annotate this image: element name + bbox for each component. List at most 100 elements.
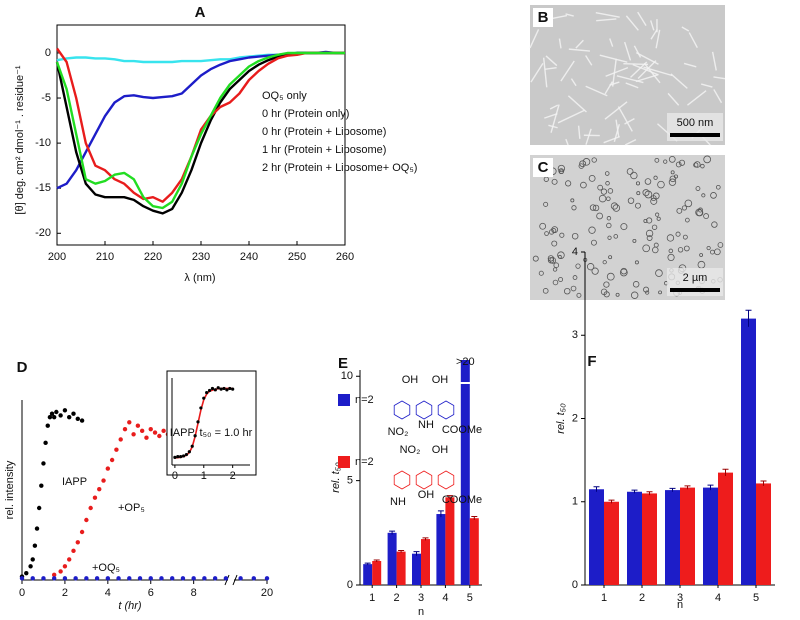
panel-label: F: [587, 353, 596, 370]
inset-point: [225, 388, 229, 392]
vesicle: [547, 257, 555, 264]
data-point: [79, 418, 85, 423]
fibril: [711, 51, 717, 71]
vesicle: [557, 254, 562, 259]
y-tick-label: -5: [41, 92, 51, 104]
data-point: [67, 557, 72, 562]
data-point: [36, 505, 42, 511]
vesicle: [643, 286, 650, 293]
data-point: [251, 576, 256, 581]
fibril: [625, 82, 639, 89]
fibril: [604, 81, 613, 95]
structure-label: OH: [418, 489, 435, 501]
data-point: [75, 416, 80, 422]
vesicle: [544, 231, 549, 236]
fibril: [585, 85, 608, 97]
x-tick-label: 2: [639, 592, 645, 604]
vesicle: [700, 163, 705, 169]
vesicle: [605, 181, 610, 186]
vesicle: [695, 186, 701, 191]
fibril: [655, 29, 661, 49]
legend-label: 0 hr (Protein only): [262, 108, 349, 120]
inset-point: [210, 386, 215, 391]
vesicle: [655, 212, 660, 217]
vesicle: [630, 171, 638, 180]
structure-label: NO₂: [388, 426, 409, 438]
vesicle: [571, 232, 579, 240]
scale-bar-label: 2 µm: [683, 272, 708, 284]
vesicle: [643, 218, 648, 224]
vesicle: [591, 267, 599, 275]
y-axis-label: rel. intensity: [4, 460, 16, 519]
fibril: [585, 55, 593, 66]
vesicle: [695, 208, 703, 217]
vesicle: [582, 158, 591, 166]
y-tick-label: 4: [572, 246, 578, 258]
vesicle: [683, 245, 690, 252]
vesicle: [678, 159, 686, 166]
fibril: [558, 38, 562, 49]
vesicle: [603, 281, 610, 288]
data-point: [54, 409, 59, 415]
inset-point: [181, 454, 186, 458]
vesicle: [645, 290, 650, 295]
bar-break: [459, 382, 471, 384]
fibril: [568, 48, 591, 52]
bar: [436, 514, 446, 585]
vesicle: [715, 184, 721, 190]
fibril: [624, 139, 637, 146]
bars: [363, 360, 479, 585]
x-tick-label: 4: [715, 592, 721, 604]
x-tick-label: 2: [62, 587, 68, 599]
vesicle: [552, 267, 558, 272]
fibril: [542, 57, 548, 88]
vesicle: [598, 194, 607, 203]
legend-label: 2 hr (Protein + Liposome+ OQ₅): [262, 162, 417, 174]
error-bar: [364, 562, 371, 566]
bar: [703, 487, 718, 585]
error-bar: [373, 559, 380, 563]
x-tick-label: 2: [394, 592, 400, 604]
y-tick-label: -20: [35, 227, 51, 239]
y-tick-label: 3: [572, 329, 578, 341]
bar: [718, 472, 733, 585]
vesicle: [710, 192, 717, 199]
vesicle: [604, 171, 610, 176]
data-point: [19, 576, 25, 581]
vesicle: [572, 275, 578, 280]
panel-label: D: [17, 359, 28, 376]
vesicle: [602, 260, 607, 265]
inset-point: [216, 386, 220, 390]
fibril: [604, 101, 628, 120]
vesicle: [578, 163, 585, 169]
vesicle: [551, 240, 558, 247]
vesicle: [681, 205, 688, 211]
data-point: [137, 576, 143, 581]
x-tick-label: 5: [753, 592, 759, 604]
data-point: [264, 576, 270, 581]
x-tick-label: 3: [677, 592, 683, 604]
legend-label: n=2: [355, 456, 374, 468]
y-axis-label: rel. t₅₀: [555, 403, 567, 434]
data-point: [148, 576, 153, 581]
structure-ring: [415, 400, 433, 420]
bar: [604, 501, 619, 585]
x-tick-label: 6: [148, 587, 154, 599]
fibril: [616, 75, 644, 84]
data-point: [34, 526, 40, 531]
data-point: [127, 576, 132, 581]
fibril: [650, 20, 655, 31]
error-bar: [471, 516, 478, 520]
vesicle: [620, 223, 628, 231]
y-tick-label: 5: [347, 475, 353, 487]
data-point: [238, 576, 243, 581]
bars: [589, 309, 771, 585]
vesicle: [636, 191, 641, 196]
error-bar: [422, 537, 429, 541]
bar: [680, 487, 695, 585]
inset-point: [187, 450, 191, 454]
data-point: [135, 423, 141, 428]
data-point: [39, 483, 44, 488]
vesicle: [570, 285, 577, 292]
